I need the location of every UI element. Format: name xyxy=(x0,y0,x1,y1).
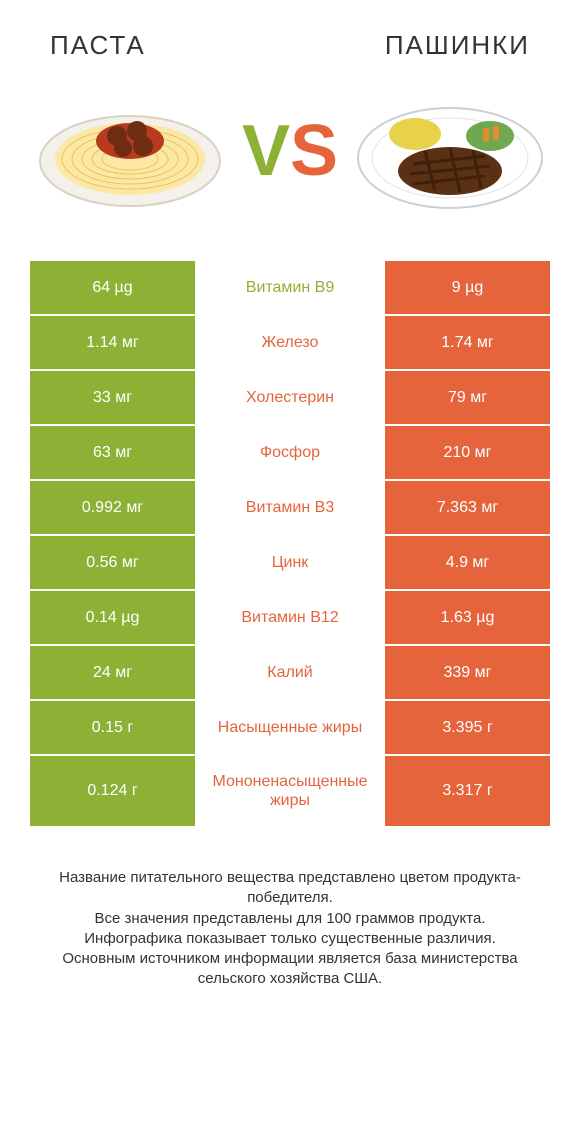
steak-plate-icon xyxy=(350,81,550,221)
nutrient-label: Витамин B12 xyxy=(195,591,385,644)
table-row: 64 µgВитамин B99 µg xyxy=(30,261,550,316)
nutrient-label: Железо xyxy=(195,316,385,369)
pasta-plate-icon xyxy=(30,81,230,221)
nutrient-label: Витамин B9 xyxy=(195,261,385,314)
table-row: 63 мгФосфор210 мг xyxy=(30,426,550,481)
hero-row: VS xyxy=(0,71,580,241)
value-left: 0.124 г xyxy=(30,756,195,826)
vs-s: S xyxy=(290,111,338,191)
title-left: ПАСТА xyxy=(50,30,146,61)
value-right: 7.363 мг xyxy=(385,481,550,534)
value-left: 33 мг xyxy=(30,371,195,424)
title-right: ПАШИНКИ xyxy=(385,30,530,61)
footer-notes: Название питательного вещества представл… xyxy=(30,868,550,990)
table-row: 0.992 мгВитамин B37.363 мг xyxy=(30,481,550,536)
nutrient-label: Холестерин xyxy=(195,371,385,424)
nutrient-label: Калий xyxy=(195,646,385,699)
footer-line-4: Основным источником информации является … xyxy=(30,949,550,990)
footer-line-2: Все значения представлены для 100 граммо… xyxy=(30,909,550,929)
table-row: 24 мгКалий339 мг xyxy=(30,646,550,701)
value-right: 1.63 µg xyxy=(385,591,550,644)
value-right: 4.9 мг xyxy=(385,536,550,589)
value-right: 79 мг xyxy=(385,371,550,424)
value-left: 0.15 г xyxy=(30,701,195,754)
nutrient-label: Насыщенные жиры xyxy=(195,701,385,754)
value-left: 0.56 мг xyxy=(30,536,195,589)
nutrient-label: Витамин B3 xyxy=(195,481,385,534)
value-left: 64 µg xyxy=(30,261,195,314)
comparison-table: 64 µgВитамин B99 µg1.14 мгЖелезо1.74 мг3… xyxy=(30,261,550,828)
nutrient-label: Цинк xyxy=(195,536,385,589)
value-left: 0.14 µg xyxy=(30,591,195,644)
table-row: 0.15 гНасыщенные жиры3.395 г xyxy=(30,701,550,756)
value-left: 0.992 мг xyxy=(30,481,195,534)
table-row: 0.14 µgВитамин B121.63 µg xyxy=(30,591,550,646)
value-left: 63 мг xyxy=(30,426,195,479)
footer-line-3: Инфографика показывает только существенн… xyxy=(30,929,550,949)
table-row: 0.56 мгЦинк4.9 мг xyxy=(30,536,550,591)
table-row: 0.124 гМононенасыщенные жиры3.317 г xyxy=(30,756,550,828)
vs-label: VS xyxy=(242,115,338,187)
infographic-root: ПАСТА ПАШИНКИ VS xyxy=(0,0,580,990)
value-left: 1.14 мг xyxy=(30,316,195,369)
footer-line-1: Название питательного вещества представл… xyxy=(30,868,550,909)
nutrient-label: Мононенасыщенные жиры xyxy=(195,756,385,826)
value-right: 1.74 мг xyxy=(385,316,550,369)
value-right: 3.395 г xyxy=(385,701,550,754)
header: ПАСТА ПАШИНКИ xyxy=(0,0,580,71)
value-right: 339 мг xyxy=(385,646,550,699)
value-right: 210 мг xyxy=(385,426,550,479)
table-row: 33 мгХолестерин79 мг xyxy=(30,371,550,426)
table-row: 1.14 мгЖелезо1.74 мг xyxy=(30,316,550,371)
vs-v: V xyxy=(242,111,290,191)
value-right: 9 µg xyxy=(385,261,550,314)
value-right: 3.317 г xyxy=(385,756,550,826)
nutrient-label: Фосфор xyxy=(195,426,385,479)
value-left: 24 мг xyxy=(30,646,195,699)
